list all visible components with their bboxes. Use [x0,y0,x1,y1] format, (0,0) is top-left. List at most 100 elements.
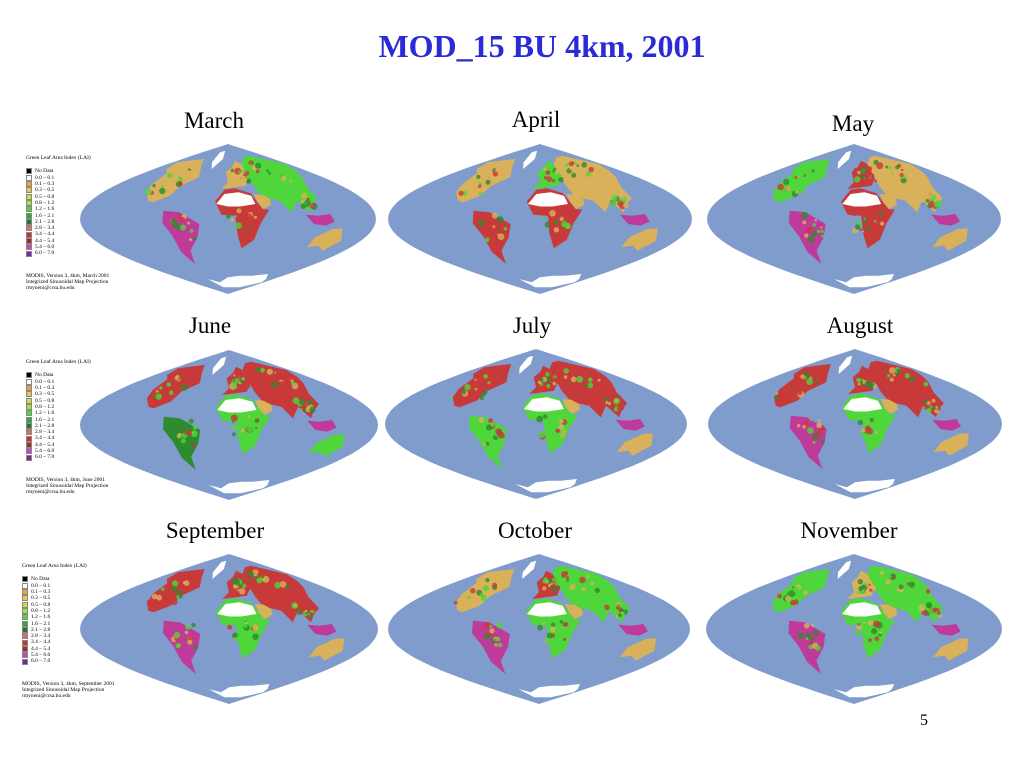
vegetation-patch [869,424,872,427]
australia-landmass [933,638,969,661]
vegetation-patch [552,179,556,183]
vegetation-patch [569,382,572,385]
vegetation-patch [803,590,808,596]
greenland-landmass [523,150,538,169]
month-label-may: May [831,111,875,136]
vegetation-patch [453,600,458,605]
vegetation-patch [462,595,467,600]
legend-label: 2.1 – 2.8 [35,218,55,225]
vegetation-patch [192,425,198,430]
legend-swatch [26,385,32,392]
arabia-region [566,194,585,209]
legend-label: No Data [35,168,54,175]
vegetation-patch [871,628,878,635]
legend-label: 5.4 – 6.0 [35,448,55,455]
vegetation-patch [861,166,868,173]
legend-item: 0.8 – 1.2 [26,404,108,411]
vegetation-patch [474,378,477,381]
legend-footer-line: MODIS, Version 3, 4km, June 2001 [26,476,106,483]
vegetation-patch [792,586,795,589]
vegetation-patch [802,386,807,390]
vegetation-patch [184,429,190,436]
legend-item: 4.4 – 5.4 [26,238,109,244]
vegetation-patch [935,611,938,614]
vegetation-patch [791,391,794,395]
legend-label: 0.8 – 1.2 [31,607,51,614]
vegetation-patch [236,208,242,214]
legend-footer-line: rmyneni@crsa.bu.edu [26,489,75,496]
vegetation-patch [549,210,556,217]
vegetation-patch [268,171,271,175]
vegetation-patch [923,381,929,387]
vegetation-patch [570,376,577,383]
vegetation-patch [485,646,489,649]
vegetation-patch [879,631,882,635]
vegetation-patch [544,221,551,228]
legend-swatch [22,645,28,652]
antarctica-landmass [518,684,580,698]
vegetation-patch [309,609,313,613]
legend-swatch [26,391,32,398]
vegetation-patch [898,584,904,590]
vegetation-patch [481,225,485,229]
southeast-asia-islands [615,419,645,431]
vegetation-patch [542,586,547,591]
vegetation-patch [875,430,878,434]
legend-swatch [26,168,32,175]
vegetation-patch [908,581,915,588]
legend-item: 1.2 – 1.6 [22,614,114,621]
australia-landmass [308,638,345,661]
vegetation-patch [189,373,196,380]
legend-item: No Data [22,576,114,583]
vegetation-patch [563,375,568,379]
legend-item: 0.1 – 0.3 [26,181,109,188]
vegetation-patch [234,167,242,175]
legend-swatch [22,601,28,608]
legend-label: 5.4 – 6.0 [31,652,51,659]
vegetation-patch [478,191,483,196]
vegetation-patch [483,373,488,379]
lai-map-march [80,144,376,294]
antarctica-landmass [208,684,270,698]
legend-swatch [22,658,28,665]
vegetation-patch [571,172,577,178]
vegetation-patch [485,441,490,446]
vegetation-patch [774,395,779,400]
vegetation-patch [240,170,243,173]
vegetation-patch [487,381,491,385]
vegetation-patch [614,399,618,403]
vegetation-patch [189,229,194,233]
vegetation-patch [556,428,560,433]
vegetation-patch [179,375,182,378]
vegetation-patch [899,173,904,177]
vegetation-patch [890,172,894,175]
southeast-asia-islands [619,214,650,226]
vegetation-patch [933,201,940,208]
legend-footer-line: Integrized Sinusoidal Map Projection [22,687,105,693]
lai-map-may [707,144,1001,294]
vegetation-patch [253,215,257,219]
month-label-july: July [512,313,552,338]
north-america-landmass [774,364,831,408]
vegetation-patch [238,627,244,633]
legend-label: 0.5 – 0.8 [31,601,51,608]
vegetation-patch [171,598,178,606]
vegetation-patch [559,216,564,222]
arabia-region [879,194,897,209]
vegetation-patch [812,223,816,227]
vegetation-patch [155,390,159,393]
legend-swatch [26,181,32,188]
vegetation-patch [932,607,937,612]
vegetation-patch [470,588,476,594]
vegetation-patch [537,624,543,631]
legend-swatch [26,237,32,244]
vegetation-patch [478,220,485,227]
legend-label: 4.4 – 5.4 [35,237,55,244]
legend-item: 4.4 – 5.4 [22,646,114,652]
legend-swatch [22,595,28,602]
vegetation-patch [891,171,897,176]
vegetation-patch [292,397,300,404]
vegetation-patch [864,380,871,387]
vegetation-patch [553,219,559,225]
vegetation-patch [812,440,816,444]
